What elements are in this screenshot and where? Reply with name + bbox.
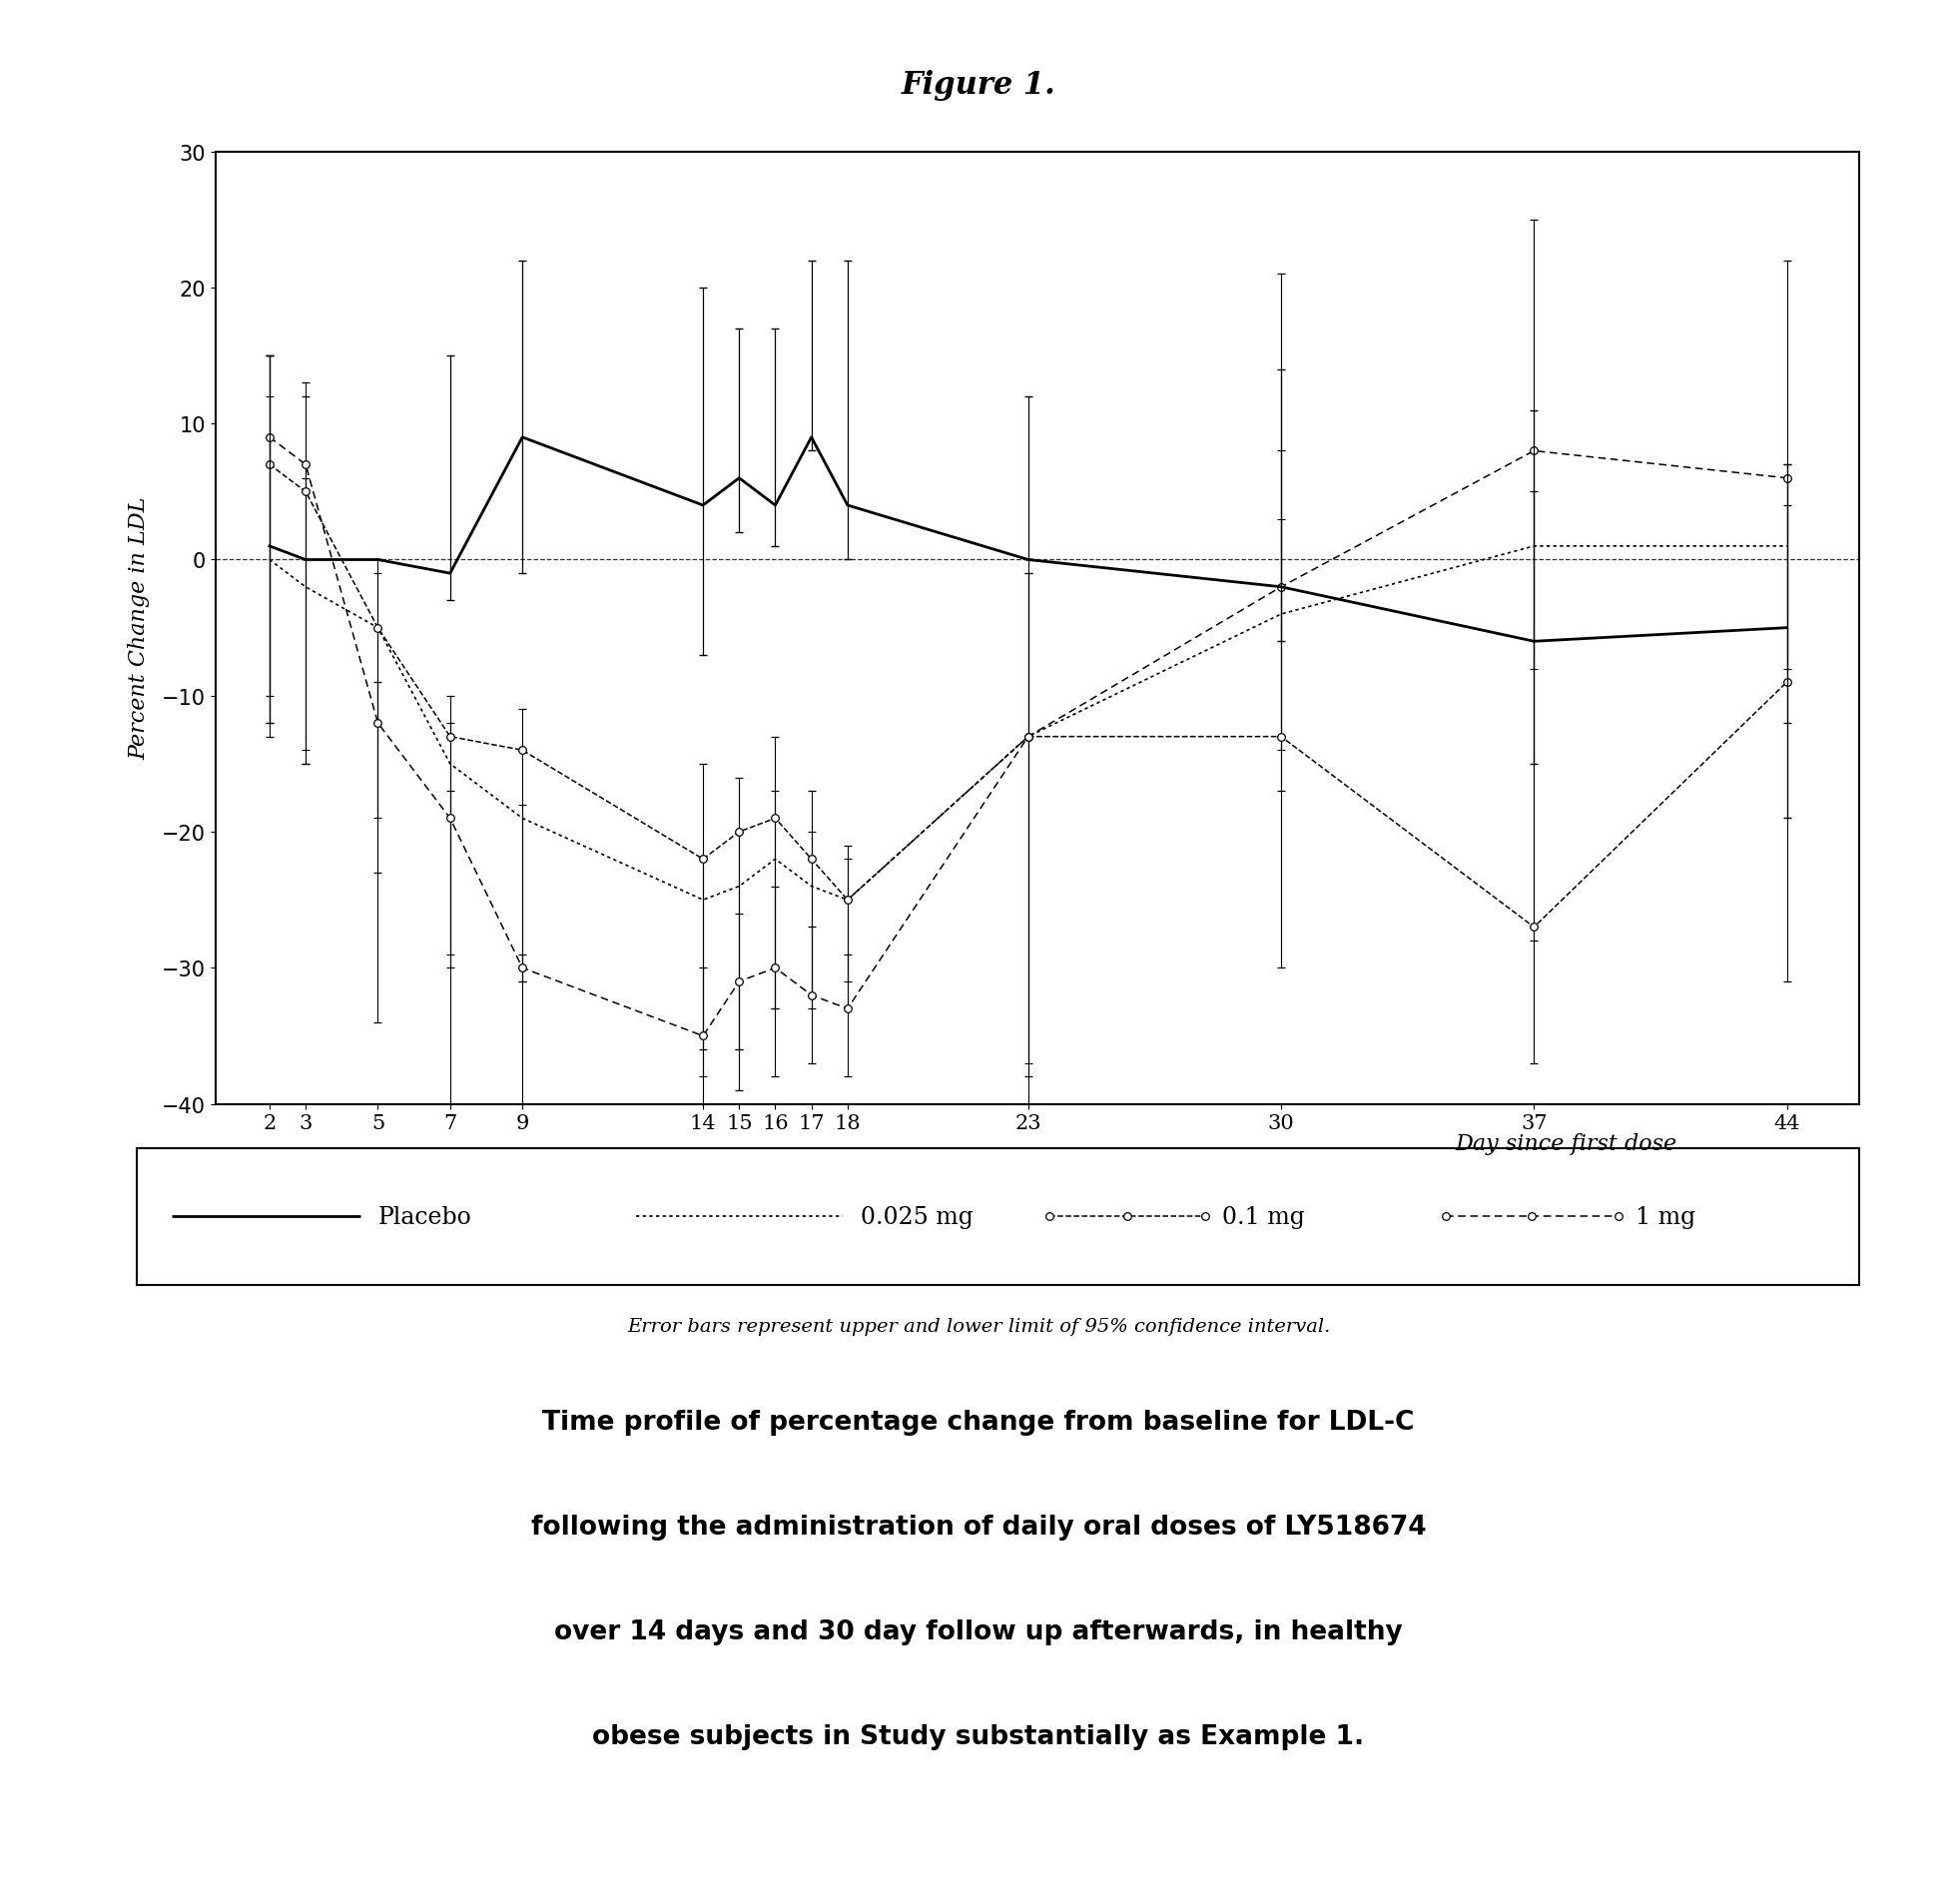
Text: following the administration of daily oral doses of LY518674: following the administration of daily or… — [530, 1514, 1427, 1540]
Text: Error bars represent upper and lower limit of 95% confidence interval.: Error bars represent upper and lower lim… — [626, 1318, 1331, 1335]
Text: Figure 1.: Figure 1. — [902, 70, 1055, 101]
Text: Placebo: Placebo — [378, 1205, 472, 1228]
Y-axis label: Percent Change in LDL: Percent Change in LDL — [129, 497, 151, 760]
Text: 0.1 mg: 0.1 mg — [1221, 1205, 1305, 1228]
Text: Time profile of percentage change from baseline for LDL-C: Time profile of percentage change from b… — [542, 1409, 1415, 1436]
Text: 0.025 mg: 0.025 mg — [861, 1205, 973, 1228]
Text: Day since first dose: Day since first dose — [1454, 1133, 1677, 1156]
Text: 1 mg: 1 mg — [1636, 1205, 1695, 1228]
Text: over 14 days and 30 day follow up afterwards, in healthy: over 14 days and 30 day follow up afterw… — [554, 1618, 1403, 1645]
Text: obese subjects in Study substantially as Example 1.: obese subjects in Study substantially as… — [593, 1723, 1364, 1750]
